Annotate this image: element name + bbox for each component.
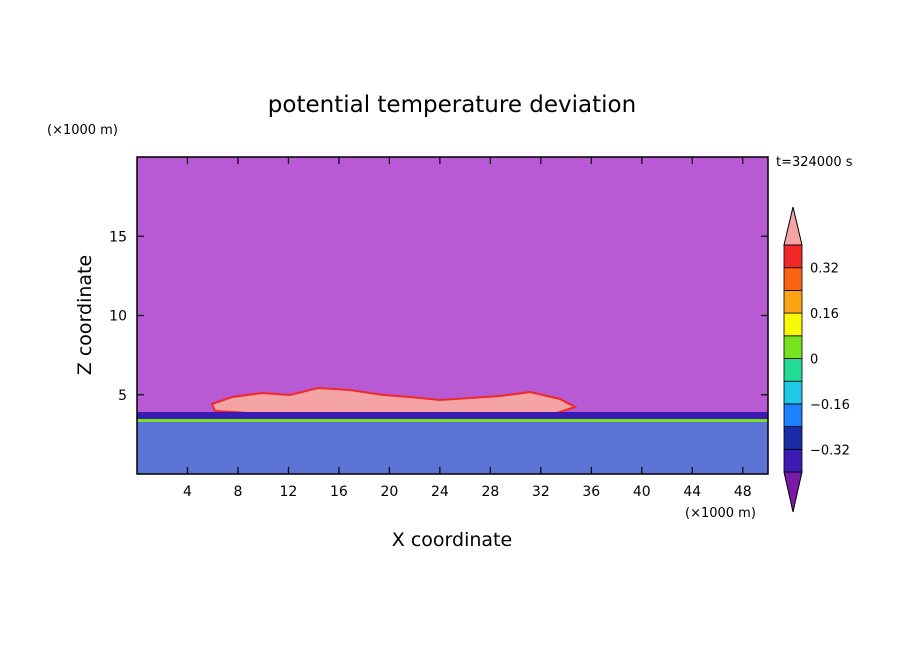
x-tick-label: 4	[183, 484, 192, 500]
x-tick-label: 48	[734, 484, 752, 500]
colorbar-upper-arrow	[783, 206, 803, 246]
x-tick-label: 36	[582, 484, 600, 500]
lower-field	[137, 419, 768, 474]
colorbar-segment	[783, 358, 803, 382]
x-tick-label: 44	[683, 484, 701, 500]
x-tick-label: 20	[380, 484, 398, 500]
x-tick-label: 12	[280, 484, 298, 500]
upper-field	[137, 157, 768, 419]
colorbar-segment	[783, 335, 803, 359]
x-tick-label: 40	[633, 484, 651, 500]
colorbar-segment	[783, 289, 803, 314]
plot-area	[137, 157, 768, 474]
y-tick-label: 10	[109, 309, 127, 325]
time-label: t=324000 s	[776, 155, 853, 170]
colorbar-segment	[783, 426, 803, 450]
x-tick-label: 24	[431, 484, 449, 500]
colorbar-segment	[783, 312, 803, 337]
colorbar-label: −0.16	[810, 398, 850, 413]
colorbar-lower-arrow	[783, 471, 803, 513]
colorbar-label: 0.16	[810, 307, 839, 322]
colorbar: 0.32 0.16 0 −0.16 −0.32	[783, 206, 850, 513]
x-tick-label: 28	[481, 484, 499, 500]
x-tick-label: 32	[532, 484, 550, 500]
colorbar-segment	[783, 380, 803, 405]
boundary-band	[137, 412, 768, 419]
boundary-stripe	[137, 419, 768, 422]
y-tick-label: 15	[109, 229, 127, 245]
colorbar-label: 0	[810, 353, 818, 368]
x-tick-label: 8	[233, 484, 242, 500]
chart-title: potential temperature deviation	[268, 92, 636, 118]
x-axis-unit: (×1000 m)	[685, 506, 756, 521]
colorbar-segment	[783, 267, 803, 291]
colorbar-label: −0.32	[810, 443, 850, 458]
y-tick-label: 5	[118, 388, 127, 404]
colorbar-segment	[783, 403, 803, 427]
x-axis-label: X coordinate	[392, 529, 512, 551]
y-axis-unit: (×1000 m)	[47, 123, 118, 138]
colorbar-label: 0.32	[810, 262, 839, 277]
y-axis-label: Z coordinate	[74, 255, 96, 375]
colorbar-segment	[783, 448, 803, 473]
x-tick-label: 16	[330, 484, 348, 500]
colorbar-segment	[783, 244, 803, 269]
